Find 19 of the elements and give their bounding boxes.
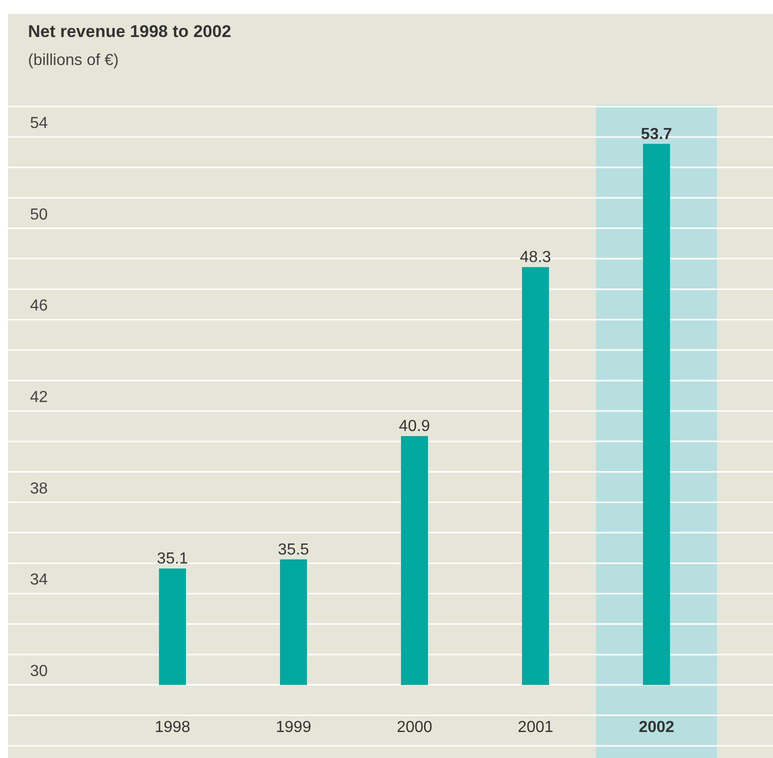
data-label: 53.7: [640, 126, 672, 143]
chart-title: Net revenue 1998 to 2002: [28, 22, 232, 41]
data-label: 40.9: [398, 418, 430, 436]
y-tick-label: 38: [30, 480, 48, 498]
data-label: 48.3: [520, 249, 552, 266]
y-tick-label: 54: [30, 114, 48, 132]
x-tick-label: 1999: [276, 719, 312, 736]
data-label: 35.5: [278, 541, 310, 558]
y-tick-label: 34: [30, 572, 48, 589]
x-tick-label: 2001: [518, 719, 554, 736]
y-tick-label: 46: [30, 298, 48, 315]
y-tick-label: 42: [30, 388, 48, 406]
x-tick-label: 1998: [154, 719, 190, 736]
data-label: 35.1: [156, 550, 188, 568]
y-tick-label: 30: [30, 662, 48, 680]
chart-subtitle: (billions of €): [28, 52, 119, 69]
y-tick-label: 50: [30, 206, 48, 224]
x-tick-label: 2002: [638, 719, 674, 736]
x-tick-label: 2000: [396, 719, 432, 736]
